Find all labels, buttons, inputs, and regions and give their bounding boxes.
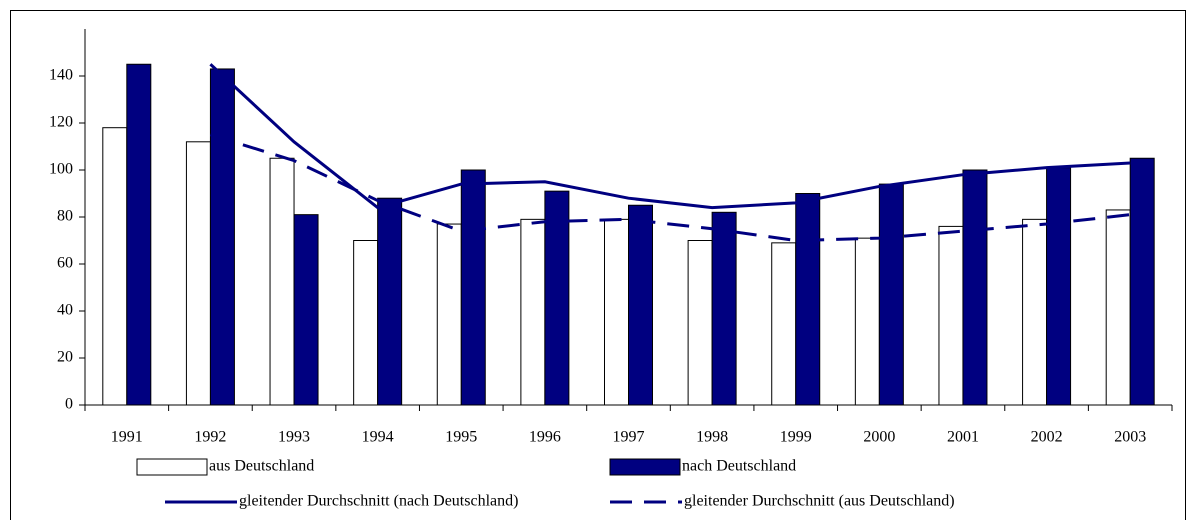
legend-label: gleitender Durchschnitt (nach Deutschlan… bbox=[239, 493, 518, 510]
bar bbox=[293, 214, 319, 406]
bar bbox=[1105, 209, 1131, 406]
y-tick-label: 0 bbox=[65, 396, 73, 413]
x-tick-label: 1991 bbox=[111, 429, 143, 446]
bar bbox=[209, 68, 235, 406]
bar bbox=[544, 190, 570, 406]
bar bbox=[795, 193, 821, 406]
y-tick-label: 40 bbox=[57, 302, 73, 319]
legend-swatch bbox=[609, 458, 681, 476]
bar bbox=[520, 218, 546, 406]
x-tick-label: 1999 bbox=[780, 429, 812, 446]
y-tick-label: 80 bbox=[57, 208, 73, 225]
x-tick-label: 1997 bbox=[613, 429, 645, 446]
line-series bbox=[209, 133, 1131, 243]
x-tick-label: 2000 bbox=[863, 429, 895, 446]
bar bbox=[687, 240, 713, 406]
bar bbox=[377, 197, 403, 406]
bar bbox=[628, 204, 653, 406]
x-tick-label: 1998 bbox=[696, 429, 728, 446]
legend-label: aus Deutschland bbox=[209, 458, 314, 475]
x-tick-label: 1992 bbox=[194, 429, 226, 446]
legend-swatch bbox=[136, 458, 208, 476]
bar bbox=[269, 157, 295, 406]
bar bbox=[854, 237, 880, 406]
bar bbox=[460, 169, 486, 406]
legend-label: gleitender Durchschnitt (aus Deutschland… bbox=[684, 493, 955, 510]
y-tick-label: 120 bbox=[49, 114, 73, 131]
y-tick-label: 60 bbox=[57, 255, 73, 272]
x-tick-label: 1994 bbox=[362, 429, 394, 446]
y-tick-label: 140 bbox=[49, 67, 73, 84]
bar bbox=[185, 141, 211, 406]
bar bbox=[1046, 167, 1072, 406]
bar bbox=[962, 169, 988, 406]
y-tick-label: 100 bbox=[49, 161, 73, 178]
bar bbox=[102, 127, 128, 406]
bar bbox=[1129, 157, 1155, 406]
legend-label: nach Deutschland bbox=[682, 458, 796, 475]
bar bbox=[436, 223, 462, 406]
x-tick-label: 1993 bbox=[278, 429, 310, 446]
x-tick-label: 2001 bbox=[947, 429, 979, 446]
bar bbox=[126, 63, 152, 406]
x-tick-label: 1996 bbox=[529, 429, 561, 446]
line-series bbox=[209, 63, 1131, 210]
bar bbox=[604, 218, 629, 406]
bar bbox=[771, 242, 797, 406]
x-tick-label: 1995 bbox=[445, 429, 477, 446]
bar bbox=[938, 225, 964, 406]
y-tick-label: 20 bbox=[57, 349, 73, 366]
bar bbox=[878, 183, 904, 406]
x-tick-label: 2002 bbox=[1031, 429, 1063, 446]
bar bbox=[711, 211, 737, 406]
bar bbox=[1022, 218, 1048, 406]
bar bbox=[353, 240, 379, 406]
x-tick-label: 2003 bbox=[1114, 429, 1146, 446]
